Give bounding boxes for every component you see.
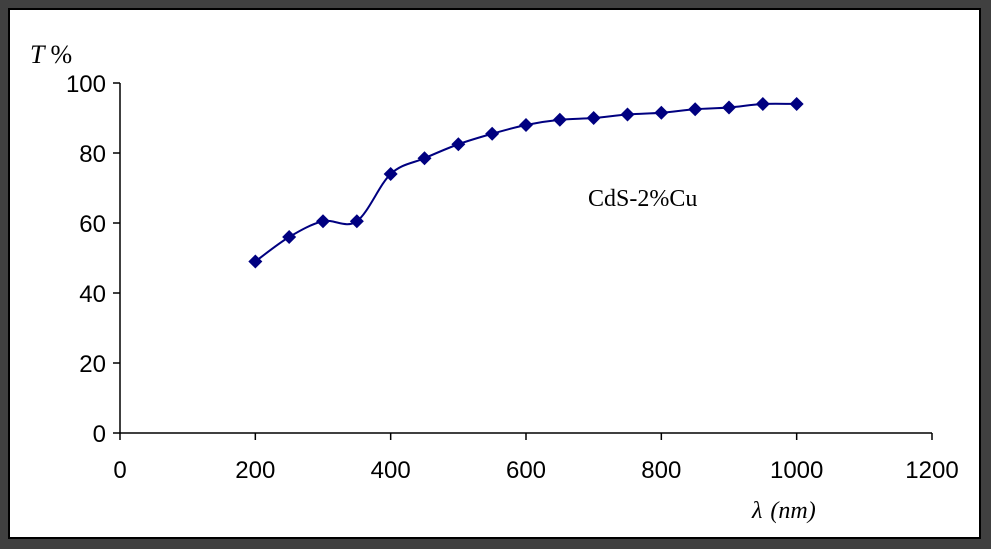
x-tick-label: 0 bbox=[113, 457, 126, 484]
data-point-marker bbox=[688, 102, 703, 117]
data-point-marker bbox=[654, 105, 669, 120]
x-tick-label: 800 bbox=[641, 457, 681, 484]
data-point-marker bbox=[316, 214, 330, 229]
x-axis-label-unit: (nm) bbox=[770, 498, 815, 524]
data-point-marker bbox=[383, 167, 398, 181]
x-tick-label: 400 bbox=[371, 457, 411, 484]
data-point-marker bbox=[248, 254, 263, 269]
y-tick-label: 0 bbox=[93, 421, 106, 448]
chart-frame: 0 20 40 60 80 100 0 200 400 600 800 1000 1200 T % λ… bbox=[8, 8, 981, 539]
series-label: CdS-2%Cu bbox=[588, 186, 697, 212]
x-axis-label: λ (nm) bbox=[751, 498, 816, 524]
x-ticks: 0 200 400 600 800 1000 1200 bbox=[113, 433, 959, 484]
y-tick-label: 20 bbox=[79, 351, 106, 378]
data-point-marker bbox=[451, 137, 466, 152]
axes bbox=[119, 83, 932, 434]
data-point-marker bbox=[586, 111, 601, 125]
x-tick-label: 1000 bbox=[770, 457, 823, 484]
chart-svg: 0 20 40 60 80 100 0 200 400 600 800 1000 1200 T % λ… bbox=[30, 40, 959, 524]
y-ticks: 0 20 40 60 80 100 bbox=[66, 71, 120, 448]
x-tick-label: 600 bbox=[506, 457, 546, 484]
y-axis-label-text: T bbox=[30, 40, 46, 69]
data-point-marker bbox=[789, 97, 804, 111]
x-axis-label-symbol: λ bbox=[751, 498, 762, 524]
y-tick-label: 80 bbox=[79, 141, 106, 168]
data-point-marker bbox=[620, 107, 635, 122]
data-point-marker bbox=[282, 230, 297, 244]
data-point-marker bbox=[755, 97, 770, 111]
y-tick-label: 100 bbox=[66, 71, 106, 98]
data-point-marker bbox=[349, 214, 364, 229]
y-tick-label: 40 bbox=[79, 281, 106, 308]
x-tick-label: 1200 bbox=[905, 457, 958, 484]
data-point-marker bbox=[417, 151, 432, 166]
y-axis-label: T % bbox=[30, 40, 72, 69]
y-axis-label-unit: % bbox=[51, 40, 73, 69]
data-point-marker bbox=[722, 100, 736, 115]
data-point-marker bbox=[552, 112, 567, 127]
data-point-marker bbox=[485, 126, 500, 141]
data-point-marker bbox=[519, 118, 533, 132]
x-tick-label: 200 bbox=[235, 457, 275, 484]
y-tick-label: 60 bbox=[79, 211, 106, 238]
series-markers bbox=[248, 97, 804, 269]
